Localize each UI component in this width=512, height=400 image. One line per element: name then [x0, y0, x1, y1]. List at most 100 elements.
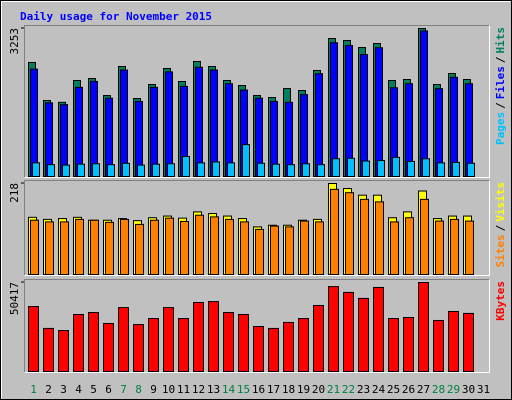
bar [317, 164, 325, 177]
bar [360, 198, 369, 275]
plot-bevel [24, 25, 490, 178]
bar [358, 297, 369, 372]
bar [118, 307, 129, 373]
bar [388, 318, 399, 373]
bar [437, 162, 445, 177]
bar [163, 307, 174, 373]
bar [360, 54, 368, 177]
bar [375, 47, 383, 177]
bar [225, 218, 234, 275]
bar [375, 201, 384, 275]
bar [420, 30, 428, 177]
bar [272, 163, 280, 178]
plot-bevel [24, 279, 490, 373]
bar [165, 217, 174, 275]
legend: Pages / Files / Hits [494, 27, 507, 145]
bar [298, 318, 309, 373]
x-tick-label: 23 [357, 383, 370, 396]
x-tick-label: 25 [387, 383, 400, 396]
bar [467, 162, 475, 178]
bar [313, 304, 324, 372]
x-tick-label: 7 [120, 383, 127, 396]
x-tick-label: 13 [207, 383, 220, 396]
bar [227, 162, 235, 177]
legend-entry: Sites [494, 234, 507, 267]
y-tick-label: 50417 [8, 282, 21, 315]
x-tick-label: 1 [30, 383, 37, 396]
bar [107, 164, 115, 177]
x-tick-label: 3 [60, 383, 67, 396]
bar [343, 291, 354, 372]
bar [195, 66, 203, 177]
bar [197, 162, 205, 177]
legend-separator: / [494, 56, 507, 63]
bar [88, 312, 99, 373]
bar [210, 69, 218, 177]
bar [77, 163, 85, 178]
bar [75, 218, 84, 275]
bar [463, 312, 474, 372]
bar [362, 160, 370, 178]
bar [133, 324, 144, 372]
bar [270, 225, 279, 276]
x-tick-label: 24 [372, 383, 386, 396]
bar [212, 161, 220, 177]
x-tick-label: 8 [135, 383, 142, 396]
x-tick-label: 2 [45, 383, 52, 396]
legend-entry: Visits [494, 182, 507, 222]
bar [122, 162, 130, 178]
bar [255, 228, 264, 276]
bar [345, 44, 353, 177]
bar [332, 158, 340, 177]
bar [30, 68, 38, 177]
bar [137, 164, 145, 178]
bar [330, 188, 339, 275]
bar [330, 42, 338, 178]
x-tick-label: 27 [417, 383, 430, 396]
bar [58, 330, 69, 373]
bar [28, 306, 39, 372]
legend-entry: Hits [494, 27, 507, 54]
bar [178, 318, 189, 373]
plot-bevel [24, 25, 490, 178]
legend-separator: / [494, 102, 507, 109]
x-tick-label: 29 [447, 383, 460, 396]
x-tick-label: 31 [477, 383, 490, 396]
bar [165, 71, 173, 177]
bar [283, 321, 294, 373]
bar [92, 163, 100, 177]
bar [150, 219, 159, 276]
x-tick-label: 14 [222, 383, 236, 396]
bar [450, 76, 458, 177]
bar [73, 313, 84, 373]
bar [195, 214, 204, 276]
bar [422, 158, 430, 177]
bar [32, 162, 40, 177]
bar [120, 69, 128, 177]
x-tick-label: 9 [150, 383, 157, 396]
plot-bevel [24, 180, 490, 276]
bar [90, 219, 99, 276]
x-tick-label: 18 [282, 383, 295, 396]
bar [103, 322, 114, 372]
x-tick-label: 30 [462, 383, 475, 396]
x-tick-label: 12 [192, 383, 205, 396]
bar [390, 221, 399, 275]
bar [287, 164, 295, 177]
bar [300, 220, 309, 275]
bar [90, 80, 98, 177]
bar [347, 157, 355, 177]
bar [435, 220, 444, 275]
x-tick-label: 10 [162, 383, 175, 396]
bar [373, 286, 384, 372]
x-tick-label: 20 [312, 383, 325, 396]
x-tick-label: 21 [327, 383, 340, 396]
legend: Sites / Visits [494, 182, 507, 268]
legend-entry: KBytes [494, 281, 507, 321]
bar [180, 220, 189, 275]
bar [75, 86, 83, 177]
bar [208, 301, 219, 372]
bar [253, 325, 264, 372]
bar [210, 216, 219, 276]
